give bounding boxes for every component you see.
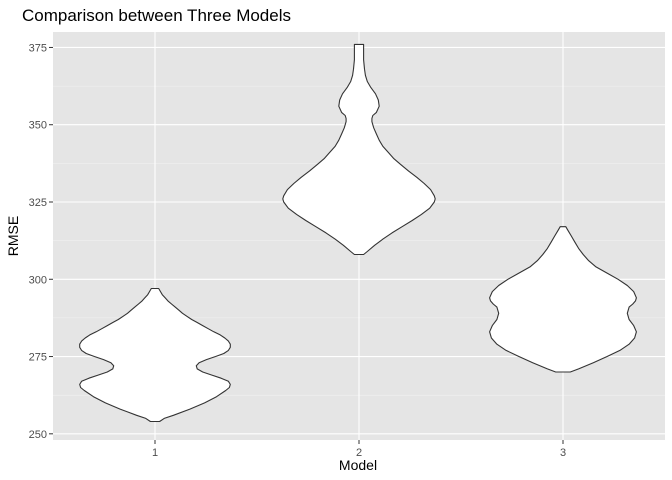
violin-3 [489, 226, 637, 373]
violins [79, 43, 637, 423]
y-tick-label: 300 [29, 274, 47, 286]
x-tick-label: 1 [152, 447, 158, 459]
y-tick-label: 325 [29, 197, 47, 209]
y-tick-label: 250 [29, 429, 47, 441]
y-tick-label: 350 [29, 120, 47, 132]
x-axis: 1 2 3 [152, 440, 566, 459]
y-tick-label: 275 [29, 352, 47, 364]
x-tick-label: 2 [356, 447, 362, 459]
x-axis-title: Model [339, 457, 377, 473]
y-tick-label: 375 [29, 42, 47, 54]
violin-1 [79, 287, 231, 423]
y-axis-title: RMSE [5, 216, 21, 256]
y-axis: 250 275 300 325 350 375 [29, 42, 53, 441]
violin-2 [282, 43, 436, 256]
x-tick-label: 3 [560, 447, 566, 459]
chart-title: Comparison between Three Models [22, 6, 291, 25]
